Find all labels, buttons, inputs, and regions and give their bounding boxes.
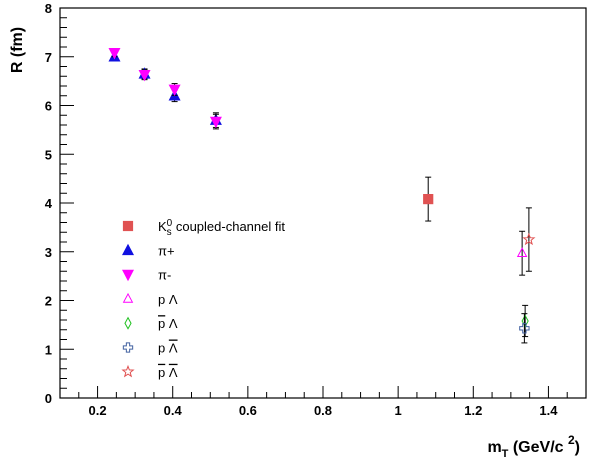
y-tick-label: 7 — [45, 50, 52, 65]
legend-entry-pbarLambda: p Λ — [124, 316, 178, 331]
plot-frame — [59, 7, 587, 399]
legend-marker-piminus — [122, 269, 134, 282]
x-axis-title-sup: 2 — [568, 433, 575, 447]
series-k0s — [423, 176, 434, 222]
series-piminus — [108, 48, 222, 130]
legend-text-part: K — [158, 219, 167, 234]
legend-text-part: coupled-channel fit — [172, 219, 285, 234]
legend-label: π+ — [158, 243, 175, 258]
legend-text-part: Λ — [165, 316, 178, 331]
legend-bar-char: p — [158, 316, 165, 331]
legend-marker-pbarLambdabar — [121, 364, 135, 378]
legend-marker-k0s — [122, 220, 134, 232]
legend-entry-pbarLambdabar: p Λ — [121, 364, 178, 380]
x-tick-label: 1 — [395, 403, 402, 418]
y-tick-label: 6 — [45, 99, 52, 114]
x-tick-label: 0.4 — [164, 403, 183, 418]
legend-bar-char: p — [158, 365, 165, 380]
data-point-pLambda — [516, 247, 528, 258]
legend-text-part: s — [167, 227, 172, 238]
legend-label: Ks0 coupled-channel fit — [158, 218, 285, 238]
x-tick-label: 0.2 — [89, 403, 107, 418]
x-tick-label: 1.2 — [464, 403, 482, 418]
legend-label: p Λ — [158, 365, 178, 380]
x-axis-title-units: (GeV/c — [508, 439, 568, 456]
legend-text-part: p Λ — [158, 292, 178, 307]
series-pLambda — [516, 230, 528, 276]
data-point-piminus — [108, 48, 121, 60]
x-tick-label: 1.4 — [539, 403, 558, 418]
y-tick-label: 8 — [45, 1, 52, 16]
y-tick-label: 2 — [45, 294, 52, 309]
y-tick-label: 5 — [45, 147, 52, 162]
x-tick-label: 0.6 — [239, 403, 257, 418]
legend-marker-pbarLambda — [124, 316, 132, 330]
legend-label: p Λ — [158, 292, 178, 307]
data-point-pbarLambdabar — [522, 232, 536, 246]
x-axis-title-close: ) — [575, 439, 580, 456]
series-pLambdabar — [519, 313, 530, 344]
legend-text-part: π- — [158, 268, 171, 283]
x-tick-label: 0.8 — [314, 403, 332, 418]
data-point-k0s — [423, 194, 434, 205]
legend-marker-piplus — [122, 243, 134, 256]
y-axis-title: R (fm) — [9, 27, 26, 73]
legend-bar-char: Λ — [169, 365, 178, 380]
legend-marker-pLambdabar — [122, 342, 134, 353]
legend-entry-piminus: π- — [122, 268, 171, 283]
legend-label: p Λ — [158, 316, 178, 331]
y-tick-label: 1 — [45, 342, 52, 357]
y-tick-label: 4 — [45, 196, 53, 211]
legend-entry-piplus: π+ — [122, 243, 175, 258]
x-axis-title: mT (GeV/c 2) — [487, 433, 580, 459]
legend-entry-k0s: Ks0 coupled-channel fit — [122, 218, 285, 238]
series-pbarLambda — [521, 304, 529, 338]
legend-bar-char: Λ — [169, 341, 178, 356]
data-point-pLambdabar — [519, 323, 530, 334]
legend-label: p Λ — [158, 341, 178, 356]
data-point-piminus — [138, 69, 151, 82]
legend-text-part: π+ — [158, 243, 175, 258]
series-piplus — [108, 50, 222, 128]
y-tick-label: 0 — [45, 391, 52, 406]
data-point-piminus — [168, 84, 181, 97]
data-point-piminus — [209, 116, 222, 129]
x-axis-title-sub: T — [502, 448, 509, 459]
legend-entry-pLambda: p Λ — [122, 292, 178, 307]
legend-text-part: p — [158, 341, 169, 356]
y-tick-label: 3 — [45, 245, 52, 260]
series-pbarLambdabar — [522, 207, 536, 272]
legend-marker-pLambda — [122, 292, 134, 303]
legend-text-part: 0 — [167, 218, 173, 229]
data-point-pbarLambda — [521, 314, 529, 328]
legend-label: π- — [158, 268, 171, 283]
legend-entry-pLambdabar: p Λ — [122, 341, 178, 356]
x-axis-title-main: m — [487, 439, 501, 456]
